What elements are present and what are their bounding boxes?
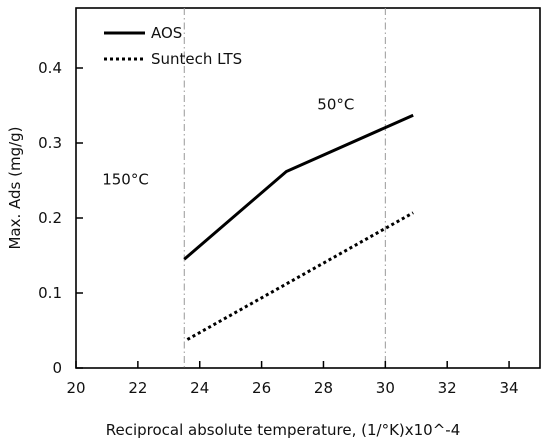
x-axis: 20 22 24 26 28 30 32 34 [66,361,519,397]
series-line-suntech-lts [186,211,414,341]
series-layer [183,113,414,341]
legend: AOS Suntech LTS [104,24,242,68]
series-line-aos [183,113,414,261]
x-tick-label: 22 [128,379,147,397]
x-axis-label: Reciprocal absolute temperature, (1/°K)x… [106,421,461,439]
y-tick-label: 0.1 [38,284,62,302]
temperature-annotation: 50°C [317,95,354,113]
x-tick-label: 24 [190,379,209,397]
reference-lines [183,8,386,368]
x-tick-label: 28 [314,379,333,397]
x-tick-label: 20 [66,379,85,397]
plot-frame [75,7,541,369]
y-tick-label: 0.3 [38,134,62,152]
temperature-annotation: 150°C [102,170,149,188]
x-tick-label: 34 [500,379,519,397]
legend-label: AOS [151,24,182,42]
y-axis-label: Max. Ads (mg/g) [6,126,24,249]
y-tick-label: 0 [52,359,62,377]
x-tick-label: 32 [438,379,457,397]
y-tick-label: 0.2 [38,209,62,227]
x-tick-label: 30 [376,379,395,397]
y-axis: 0 0.1 0.2 0.3 0.4 [38,59,83,377]
annotations: 150°C 50°C [102,95,354,188]
legend-label: Suntech LTS [151,50,242,68]
x-tick-label: 26 [252,379,271,397]
y-tick-label: 0.4 [38,59,62,77]
